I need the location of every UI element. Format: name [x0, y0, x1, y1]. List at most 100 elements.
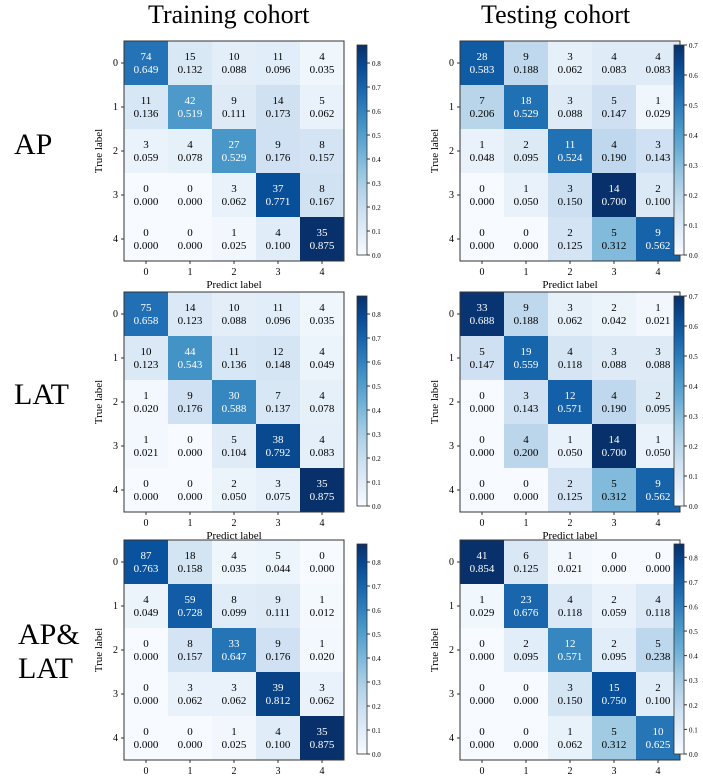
cell-count: 0: [187, 183, 193, 195]
colorbar-tick-label: 0.5: [689, 353, 698, 361]
heatmap-cell: [460, 336, 504, 380]
cell-count: 0: [479, 227, 485, 239]
cell-proportion: 0.012: [310, 607, 335, 619]
cell-count: 5: [611, 478, 617, 490]
cell-count: 2: [655, 390, 661, 402]
heatmap-cell: [460, 468, 504, 512]
cell-count: 1: [655, 95, 661, 107]
cell-count: 5: [231, 434, 237, 446]
cell-count: 2: [611, 638, 617, 650]
cell-count: 7: [479, 95, 485, 107]
y-tick-label: 0: [449, 58, 454, 69]
cell-proportion: 0.088: [602, 359, 627, 371]
cell-count: 8: [319, 183, 325, 195]
cell-proportion: 0.676: [514, 607, 539, 619]
heatmap-cell: [300, 672, 344, 716]
x-axis-label: Predict label: [206, 778, 261, 780]
heatmap-cell: [168, 380, 212, 424]
y-tick-label: 3: [113, 441, 118, 452]
heatmap-cell: [168, 41, 212, 85]
cell-count: 4: [567, 594, 573, 606]
heatmap-cell: [168, 173, 212, 217]
heatmap-cell: [460, 424, 504, 468]
cell-proportion: 0.132: [178, 64, 203, 76]
colorbar-tick-label: 0.2: [372, 703, 381, 711]
cell-count: 4: [319, 51, 325, 63]
cell-count: 6: [523, 550, 529, 562]
cell-proportion: 0.771: [266, 196, 291, 208]
cell-proportion: 0.095: [514, 152, 539, 164]
cell-proportion: 0.118: [646, 607, 671, 619]
cell-count: 0: [523, 227, 529, 239]
x-tick-label: 3: [612, 518, 617, 529]
heatmap-cell: [592, 336, 636, 380]
cell-proportion: 0.188: [514, 64, 539, 76]
cell-count: 2: [655, 682, 661, 694]
cell-count: 4: [319, 302, 325, 314]
heatmap-cell: [212, 129, 256, 173]
y-tick-label: 1: [449, 601, 454, 612]
cell-count: 14: [609, 434, 621, 446]
cell-proportion: 0.000: [470, 739, 495, 751]
colorbar-tick-label: 0.3: [372, 679, 381, 687]
cell-count: 2: [523, 638, 529, 650]
heatmap-cell: [504, 380, 548, 424]
colorbar-tick-label: 0.4: [372, 156, 381, 164]
cell-proportion: 0.000: [134, 491, 159, 503]
heatmap-cell: [124, 716, 168, 760]
heatmap-cell: [256, 672, 300, 716]
x-tick-label: 3: [612, 267, 617, 278]
colorbar-tick-label: 0.6: [372, 359, 381, 367]
x-tick-label: 4: [320, 518, 325, 529]
x-tick-label: 0: [480, 766, 485, 777]
cell-count: 35: [317, 726, 329, 738]
cell-count: 0: [479, 682, 485, 694]
cell-count: 9: [523, 51, 529, 63]
cell-proportion: 0.875: [310, 491, 335, 503]
x-axis-label: Predict label: [542, 279, 597, 291]
heatmap-cell: [168, 628, 212, 672]
y-tick-label: 1: [113, 353, 118, 364]
colorbar-tick-label: 0.7: [689, 293, 698, 301]
heatmap-cell: [256, 584, 300, 628]
cell-proportion: 0.167: [310, 196, 335, 208]
cell-proportion: 0.083: [310, 447, 335, 459]
colorbar-tick-label: 0.7: [372, 84, 381, 92]
colorbar-tick-label: 0.1: [689, 726, 698, 734]
cell-count: 14: [185, 302, 197, 314]
heatmap-cell: [212, 716, 256, 760]
cell-count: 0: [479, 478, 485, 490]
cell-proportion: 0.100: [266, 240, 291, 252]
y-tick-label: 3: [449, 689, 454, 700]
heatmap-cell: [300, 336, 344, 380]
cell-count: 1: [567, 550, 573, 562]
cell-count: 33: [229, 638, 241, 650]
heatmap-cell: [256, 380, 300, 424]
heatmap-cell: [300, 584, 344, 628]
heatmap-cell: [636, 672, 680, 716]
y-tick-label: 0: [113, 58, 118, 69]
y-tick-label: 0: [449, 309, 454, 320]
column-title-training: Training cohort: [148, 0, 310, 29]
colorbar-tick-label: 0.8: [372, 311, 381, 319]
colorbar-tick-label: 0.5: [689, 628, 698, 636]
cell-count: 11: [273, 51, 284, 63]
cell-proportion: 0.088: [558, 108, 583, 120]
heatmap-cell: [168, 217, 212, 261]
cell-count: 3: [567, 95, 573, 107]
heatmap-cell: [504, 85, 548, 129]
cell-proportion: 0.688: [470, 315, 495, 327]
colorbar: [356, 543, 368, 755]
cell-proportion: 0.571: [558, 403, 583, 415]
heatmap-cell: [212, 468, 256, 512]
cell-count: 0: [319, 550, 325, 562]
colorbar-tick-label: 0.1: [372, 228, 381, 236]
heatmap-cell: [592, 173, 636, 217]
heatmap-cell: [124, 41, 168, 85]
cell-count: 8: [187, 638, 193, 650]
cell-proportion: 0.029: [470, 607, 495, 619]
cell-proportion: 0.190: [602, 152, 627, 164]
cell-proportion: 0.083: [646, 64, 671, 76]
heatmap-cell: [592, 85, 636, 129]
cell-count: 1: [479, 139, 485, 151]
